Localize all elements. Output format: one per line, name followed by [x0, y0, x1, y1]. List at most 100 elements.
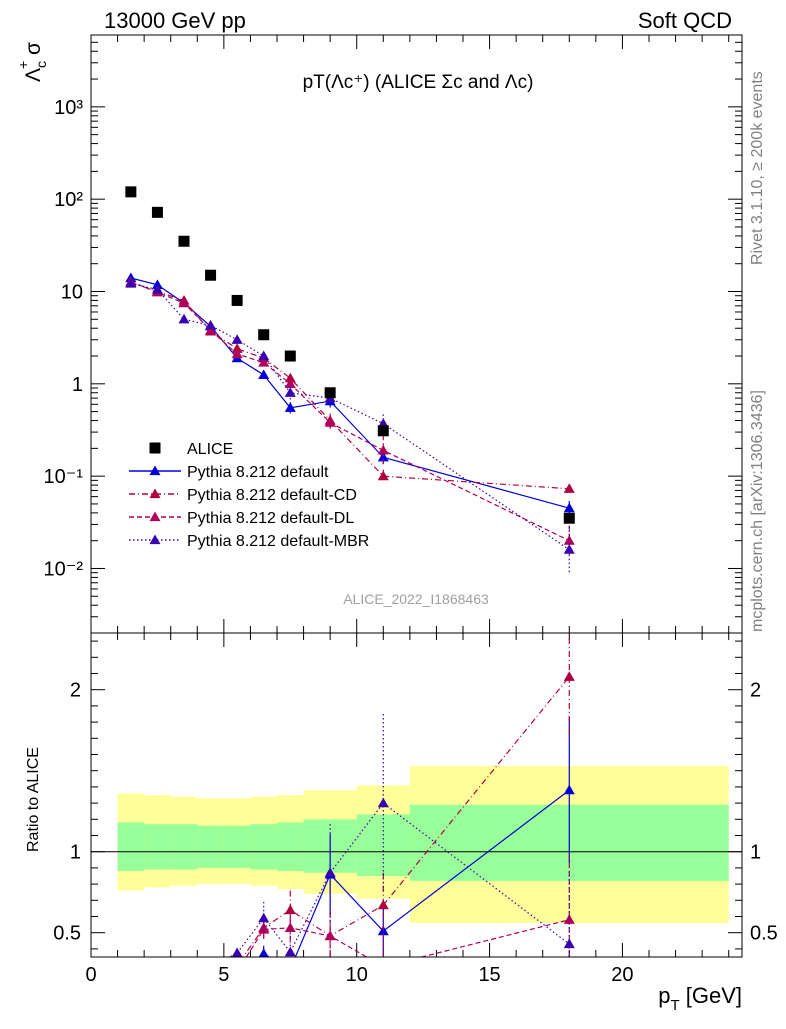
band-inner: [170, 824, 198, 870]
series-marker-top: [284, 387, 296, 397]
series-marker-top: [377, 451, 389, 462]
series-marker-top: [151, 284, 163, 294]
series-marker-ratio: [179, 985, 190, 995]
series-marker-ratio: [324, 930, 336, 941]
series-line-top: [130, 281, 570, 490]
legend-entry-label: Pythia 8.212 default: [187, 464, 329, 481]
x-tick-label: 5: [218, 964, 229, 986]
series-marker-top: [178, 297, 190, 308]
series-marker-top: [231, 348, 243, 359]
rivet-version-label: Rivet 3.1.10, ≥ 200k events: [749, 71, 766, 265]
legend-entry-label: ALICE: [187, 441, 233, 458]
series-marker-ratio: [125, 989, 136, 999]
band-inner: [223, 825, 251, 868]
series-marker-ratio: [152, 986, 163, 996]
series-marker-ratio: [232, 966, 243, 976]
y-tick-label-top: 10³: [54, 97, 83, 119]
legend-entry-label: Pythia 8.212 default-CD: [187, 487, 357, 504]
top-panel-ticks: 10⁻² 10⁻¹ 1 10 10² 10³: [44, 34, 742, 634]
series-marker-top: [205, 319, 217, 330]
alice-data-marker: [258, 329, 270, 341]
legend-marker: [149, 465, 161, 476]
series-marker-top: [377, 444, 389, 455]
series-marker-ratio: [152, 986, 163, 996]
y-tick-label-ratio-right: 2: [750, 680, 761, 702]
series-line-top: [130, 282, 570, 551]
alice-data-marker: [178, 235, 190, 247]
series-marker-ratio: [125, 991, 136, 1001]
series-line-ratio: [258, 789, 570, 957]
series-marker-ratio: [563, 914, 575, 924]
series-marker-ratio: [258, 912, 270, 923]
series-marker-ratio: [205, 962, 216, 972]
series-line-ratio: [245, 919, 570, 957]
series-marker-ratio: [563, 784, 575, 795]
series-marker-top: [258, 350, 270, 361]
series-marker-ratio: [205, 963, 216, 973]
alice-data-marker: [563, 512, 575, 524]
legend-marker: [149, 488, 161, 499]
series-marker-top: [284, 378, 296, 388]
series-marker-ratio: [284, 904, 296, 915]
plot-title: pT(Λc⁺) (ALICE Σc and Λc): [303, 72, 534, 93]
y-axis-top-label: Λc+ σ: [15, 42, 49, 82]
y-tick-label-ratio: 0.5: [53, 923, 81, 945]
y-tick-label-top: 10⁻²: [44, 558, 84, 580]
ratio-panel-frame: [90, 632, 743, 958]
band-inner: [250, 824, 277, 870]
series-marker-ratio: [232, 969, 243, 979]
alice-data-marker: [151, 206, 163, 218]
series-marker-ratio: [179, 971, 190, 981]
series-marker-top: [178, 313, 190, 324]
y-tick-label-top: 10⁻¹: [44, 466, 84, 488]
series-marker-ratio: [285, 964, 296, 974]
band-inner: [197, 825, 224, 868]
x-axis-label: pT [GeV]: [658, 983, 742, 1014]
series-marker-ratio: [324, 867, 336, 877]
series-marker-ratio: [377, 899, 389, 910]
series-marker-top: [205, 324, 217, 335]
series-marker-ratio: [205, 967, 216, 977]
band-inner: [117, 822, 145, 872]
series-line-ratio: [242, 676, 570, 957]
y-tick-label-ratio-right: 0.5: [750, 923, 778, 945]
legend-entry-label: Pythia 8.212 default-DL: [187, 510, 354, 527]
alice-data-marker: [284, 350, 296, 362]
series-marker-top: [377, 470, 389, 481]
series-marker-top: [231, 334, 243, 344]
x-tick-label: 20: [611, 964, 633, 986]
series-marker-ratio: [258, 948, 269, 957]
legend-marker-alice: [149, 442, 161, 454]
series-marker-ratio: [258, 923, 270, 934]
y-axis-ratio-label: Ratio to ALICE: [25, 747, 42, 852]
alice-uncertainty-bands: [91, 765, 742, 923]
x-tick-label: 15: [478, 964, 500, 986]
legend: ALICE Pythia 8.212 default Pythia 8.212 de…: [129, 441, 369, 550]
header-process-label: Soft QCD: [638, 8, 732, 33]
series-marker-ratio: [152, 982, 163, 992]
series-marker-ratio: [125, 991, 136, 1001]
y-tick-label-ratio: 2: [70, 680, 81, 702]
y-tick-label-top: 1: [72, 374, 83, 396]
ratio-panel-series: [125, 633, 575, 1001]
series-marker-top: [258, 357, 270, 367]
series-marker-ratio: [232, 960, 243, 970]
top-panel-series: [125, 186, 575, 573]
series-marker-ratio: [284, 922, 296, 932]
band-inner: [277, 822, 304, 872]
header-energy-label: 13000 GeV pp: [104, 8, 246, 33]
alice-data-marker: [324, 387, 336, 399]
series-marker-ratio: [378, 961, 389, 971]
series-line-top: [130, 281, 570, 542]
y-tick-label-ratio-right: 1: [750, 842, 761, 864]
legend-marker: [149, 511, 161, 522]
series-line-top: [130, 277, 570, 509]
series-marker-ratio: [284, 946, 296, 957]
alice-data-marker: [125, 186, 137, 198]
mcplots-label: mcplots.cern.ch [arXiv:1306.3436]: [749, 390, 766, 632]
series-marker-ratio: [563, 938, 575, 949]
y-tick-label-top: 10: [61, 281, 83, 303]
series-marker-top: [125, 278, 137, 288]
series-marker-top: [563, 502, 575, 513]
